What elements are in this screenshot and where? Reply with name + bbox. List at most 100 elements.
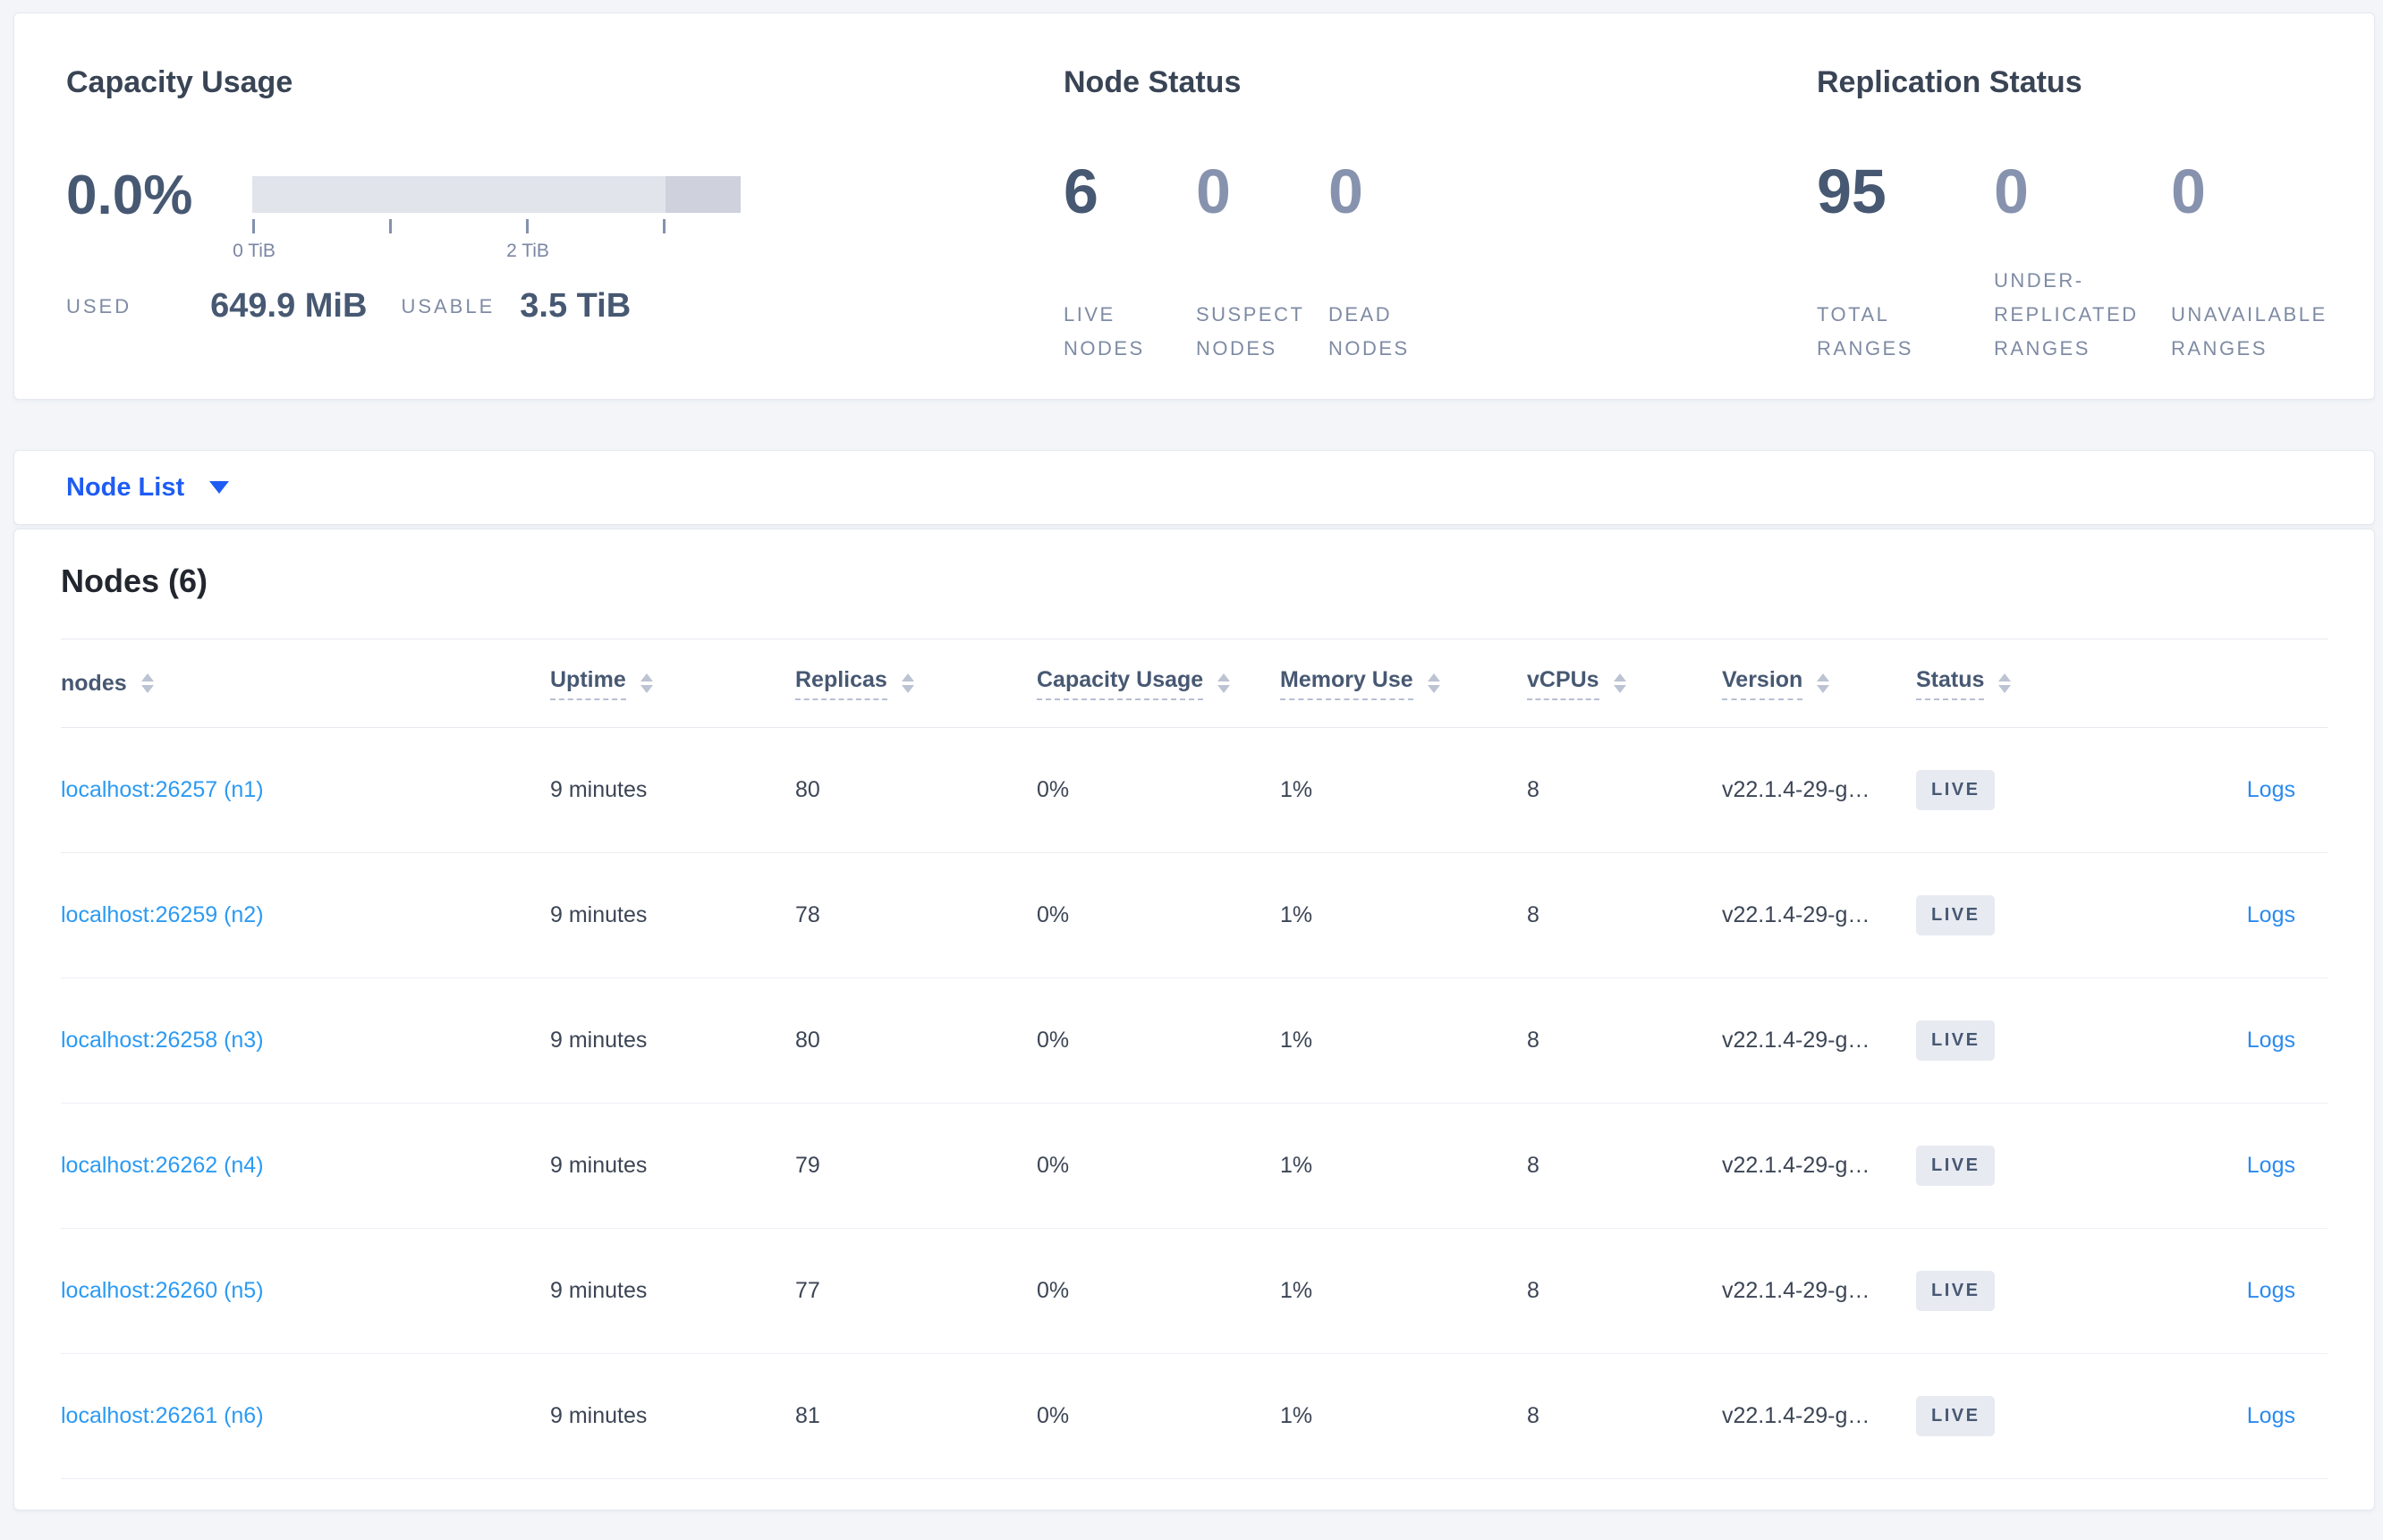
total-ranges-stat: 95 TOTAL RANGES [1817,158,1994,366]
total-ranges-value: 95 [1817,157,1887,226]
vcpus-cell: 8 [1527,1028,1539,1053]
table-row: localhost:26262 (n4) 9 minutes 79 0% 1% … [61,1104,2328,1229]
replicas-cell: 80 [795,777,820,802]
vcpus-cell: 8 [1527,1278,1539,1303]
node-status-title: Node Status [1064,65,1242,99]
replicas-cell: 79 [795,1153,820,1178]
memory-use-cell: 1% [1280,1278,1313,1303]
node-link[interactable]: localhost:26260 (n5) [61,1278,264,1303]
memory-use-cell: 1% [1280,1028,1313,1053]
replicas-cell: 77 [795,1278,820,1303]
sort-icon [140,673,154,693]
nodes-panel: Nodes (6) nodes Uptime Replicas Capacity… [13,529,2375,1510]
version-cell: v22.1.4-29-g… [1722,1278,1870,1303]
axis-tick [252,219,255,233]
unavailable-ranges-label: UNAVAILABLE RANGES [2171,303,2328,360]
suspect-nodes-stat: 0 SUSPECT NODES [1196,158,1328,366]
table-footer-spacer [61,1479,2328,1510]
logs-link[interactable]: Logs [2246,1403,2295,1428]
uptime-cell: 9 minutes [550,777,648,802]
logs-link[interactable]: Logs [2246,1028,2295,1053]
node-link[interactable]: localhost:26258 (n3) [61,1028,264,1053]
column-header-nodes[interactable]: nodes [61,671,550,697]
unavailable-ranges-stat: 0 UNAVAILABLE RANGES [2171,158,2348,366]
status-badge: LIVE [1916,895,1996,935]
node-link[interactable]: localhost:26259 (n2) [61,902,264,927]
live-nodes-stat: 6 LIVE NODES [1064,158,1196,366]
status-badge: LIVE [1916,1020,1996,1061]
table-row: localhost:26257 (n1) 9 minutes 80 0% 1% … [61,728,2328,853]
cluster-summary-panel: Capacity Usage 0.0% 0 TiB 2 TiB USED 6 [13,13,2375,400]
capacity-usage-cell: 0% [1037,1153,1070,1178]
column-header-vcpus[interactable]: vCPUs [1527,667,1722,700]
view-selector-bar: Node List [13,450,2375,525]
column-header-status[interactable]: Status [1916,667,2140,700]
uptime-cell: 9 minutes [550,1403,648,1428]
axis-tick [526,219,529,233]
column-header-replicas[interactable]: Replicas [795,667,1037,700]
status-badge: LIVE [1916,770,1996,810]
table-row: localhost:26261 (n6) 9 minutes 81 0% 1% … [61,1354,2328,1479]
uptime-cell: 9 minutes [550,1153,648,1178]
capacity-usage-cell: 0% [1037,1028,1070,1053]
axis-tick-label: 0 TiB [233,241,276,261]
capacity-usage-legend: USED 649.9 MiB USABLE 3.5 TiB [66,287,1064,326]
vcpus-cell: 8 [1527,902,1539,927]
version-cell: v22.1.4-29-g… [1722,1028,1870,1053]
node-link[interactable]: localhost:26262 (n4) [61,1153,264,1178]
memory-use-cell: 1% [1280,1153,1313,1178]
cluster-overview-page: Capacity Usage 0.0% 0 TiB 2 TiB USED 6 [0,13,2383,1540]
live-nodes-label: LIVE NODES [1064,303,1145,360]
unavailable-ranges-value: 0 [2171,157,2206,226]
node-status-section: Node Status 6 LIVE NODES 0 SUSPECT NODES… [1064,63,1817,399]
dead-nodes-value: 0 [1328,157,1363,226]
column-header-capacity-usage[interactable]: Capacity Usage [1037,667,1280,700]
logs-link[interactable]: Logs [2246,1278,2295,1303]
status-badge: LIVE [1916,1271,1996,1311]
node-link[interactable]: localhost:26261 (n6) [61,1403,264,1428]
capacity-bar-track [252,176,741,213]
table-row: localhost:26258 (n3) 9 minutes 80 0% 1% … [61,978,2328,1104]
axis-tick [663,219,666,233]
suspect-nodes-value: 0 [1196,157,1231,226]
capacity-usage-cell: 0% [1037,777,1070,802]
vcpus-cell: 8 [1527,777,1539,802]
total-ranges-label: TOTAL RANGES [1817,303,1913,360]
version-cell: v22.1.4-29-g… [1722,902,1870,927]
memory-use-cell: 1% [1280,1403,1313,1428]
version-cell: v22.1.4-29-g… [1722,777,1870,802]
node-link[interactable]: localhost:26257 (n1) [61,777,264,802]
capacity-usage-section: Capacity Usage 0.0% 0 TiB 2 TiB USED 6 [66,63,1064,399]
under-replicated-ranges-label: UNDER-REPLICATED RANGES [1994,269,2139,360]
memory-use-cell: 1% [1280,777,1313,802]
column-header-memory-use[interactable]: Memory Use [1280,667,1527,700]
capacity-usage-cell: 0% [1037,1278,1070,1303]
status-badge: LIVE [1916,1146,1996,1186]
capacity-usage-percent: 0.0% [66,165,193,226]
capacity-bar-reserved-segment [666,176,741,213]
uptime-cell: 9 minutes [550,1028,648,1053]
memory-use-cell: 1% [1280,902,1313,927]
live-nodes-value: 6 [1064,157,1098,226]
vcpus-cell: 8 [1527,1153,1539,1178]
column-header-version[interactable]: Version [1722,667,1916,700]
suspect-nodes-label: SUSPECT NODES [1196,303,1305,360]
logs-link[interactable]: Logs [2246,1153,2295,1178]
logs-link[interactable]: Logs [2246,777,2295,802]
vcpus-cell: 8 [1527,1403,1539,1428]
capacity-usage-title: Capacity Usage [66,65,293,99]
sort-icon [1998,673,2012,693]
under-replicated-ranges-value: 0 [1994,157,2029,226]
status-badge: LIVE [1916,1396,1996,1436]
logs-link[interactable]: Logs [2246,902,2295,927]
column-header-uptime[interactable]: Uptime [550,667,795,700]
uptime-cell: 9 minutes [550,902,648,927]
replication-status-section: Replication Status 95 TOTAL RANGES 0 UND… [1817,63,2374,399]
node-list-dropdown[interactable]: Node List [66,472,230,503]
sort-icon [901,673,914,693]
replicas-cell: 81 [795,1403,820,1428]
node-list-dropdown-label: Node List [66,472,185,502]
replication-status-title: Replication Status [1817,65,2082,99]
replicas-cell: 78 [795,902,820,927]
capacity-usage-cell: 0% [1037,902,1070,927]
